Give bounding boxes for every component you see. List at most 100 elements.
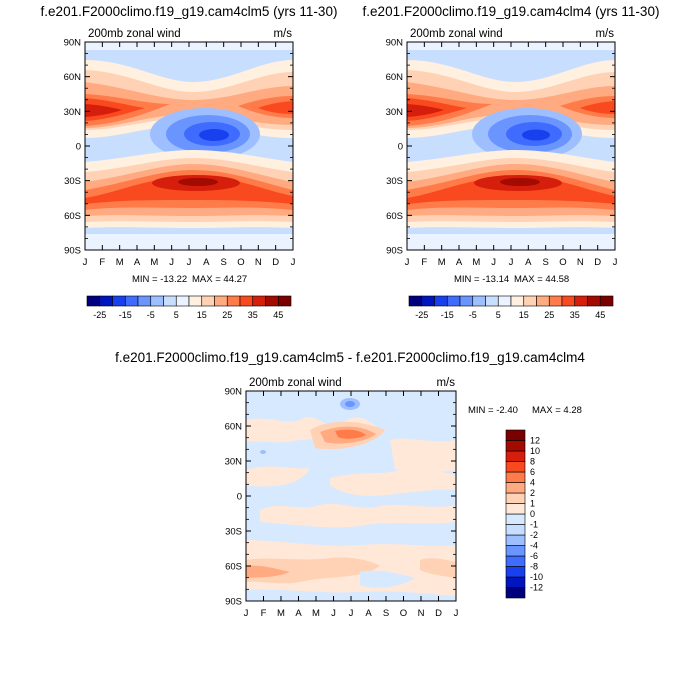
colorbar-swatch bbox=[505, 461, 526, 473]
panel-units-label: m/s bbox=[273, 28, 292, 40]
x-tick-label: A bbox=[365, 608, 372, 619]
colorbar-swatch bbox=[163, 295, 177, 307]
colorbar-label: -1 bbox=[530, 520, 538, 530]
colorbar-label: 2 bbox=[530, 488, 535, 498]
colorbar-label: -5 bbox=[147, 310, 155, 320]
y-tick-label: 60S bbox=[386, 211, 403, 222]
min-value: MIN = -13.14 bbox=[454, 274, 509, 285]
y-tick-label: 30N bbox=[386, 107, 404, 118]
contour-patch bbox=[330, 468, 456, 496]
y-tick-label: 90S bbox=[64, 246, 81, 257]
x-tick-label: D bbox=[594, 257, 601, 268]
y-tick-label: 0 bbox=[237, 492, 242, 503]
x-tick-label: O bbox=[400, 608, 407, 619]
x-tick-label: J bbox=[613, 257, 618, 268]
x-tick-label: J bbox=[491, 257, 496, 268]
max-value: MAX = 44.58 bbox=[514, 274, 569, 285]
contour-patch bbox=[246, 557, 380, 584]
x-tick-label: J bbox=[331, 608, 336, 619]
x-tick-label: A bbox=[295, 608, 302, 619]
contour-patch bbox=[335, 429, 366, 439]
contour-patch bbox=[360, 570, 415, 588]
x-tick-label: S bbox=[383, 608, 389, 619]
colorbar-swatch bbox=[277, 295, 292, 307]
panel-left-label: 200mb zonal wind bbox=[410, 28, 503, 40]
x-tick-label: O bbox=[237, 257, 244, 268]
colorbar-label: 12 bbox=[530, 436, 540, 446]
colorbar-label: 1 bbox=[530, 499, 535, 509]
colorbar-swatch bbox=[505, 482, 526, 494]
max-value: MAX = 4.28 bbox=[532, 405, 582, 416]
colorbar-swatch bbox=[86, 295, 101, 307]
colorbar-swatch bbox=[561, 295, 576, 307]
min-value: MIN = -13.22 bbox=[132, 274, 187, 285]
contour-patch bbox=[580, 101, 615, 114]
x-tick-label: N bbox=[418, 608, 425, 619]
colorbar-swatch bbox=[505, 503, 526, 515]
x-tick-label: J bbox=[291, 257, 296, 268]
colorbar-label: 10 bbox=[530, 446, 540, 456]
colorbar-swatch bbox=[505, 513, 526, 525]
colorbar-label: -15 bbox=[119, 310, 132, 320]
colorbar-swatch bbox=[485, 295, 499, 307]
panel-title: f.e201.F2000climo.f19_g19.cam4clm5 (yrs … bbox=[41, 4, 338, 19]
y-tick-label: 30N bbox=[225, 457, 243, 468]
x-tick-label: S bbox=[220, 257, 226, 268]
colorbar-swatch bbox=[523, 295, 537, 307]
x-tick-label: A bbox=[134, 257, 141, 268]
colorbar-swatch bbox=[124, 295, 139, 307]
colorbar-label: 4 bbox=[530, 478, 535, 488]
max-value: MAX = 44.27 bbox=[192, 274, 247, 285]
min-value: MIN = -2.40 bbox=[468, 405, 518, 416]
y-tick-label: 90N bbox=[64, 38, 82, 49]
panel-title: f.e201.F2000climo.f19_g19.cam4clm5 - f.e… bbox=[115, 350, 585, 365]
colorbar-label: 5 bbox=[174, 310, 179, 320]
colorbar-label: 25 bbox=[544, 310, 554, 320]
colorbar-swatch bbox=[505, 534, 526, 546]
contour-field bbox=[246, 391, 456, 601]
x-tick-label: J bbox=[509, 257, 514, 268]
x-tick-label: J bbox=[454, 608, 459, 619]
x-tick-label: J bbox=[187, 257, 192, 268]
y-tick-label: 30S bbox=[386, 176, 403, 187]
colorbar-swatch bbox=[99, 295, 113, 307]
x-tick-label: M bbox=[116, 257, 124, 268]
contour-patch bbox=[390, 438, 456, 472]
colorbar-swatch bbox=[548, 295, 563, 307]
contour-patch bbox=[178, 178, 218, 186]
colorbar-label: 15 bbox=[197, 310, 207, 320]
contour-field bbox=[85, 42, 293, 250]
panel-clm5: f.e201.F2000climo.f19_g19.cam4clm5 (yrs … bbox=[41, 4, 338, 285]
y-tick-label: 60N bbox=[225, 422, 243, 433]
contour-patch bbox=[246, 466, 310, 487]
colorbar-swatch bbox=[112, 295, 126, 307]
x-tick-label: F bbox=[421, 257, 427, 268]
x-tick-label: M bbox=[438, 257, 446, 268]
colorbar-swatch bbox=[421, 295, 435, 307]
colorbar-label: -25 bbox=[415, 310, 428, 320]
y-tick-label: 60N bbox=[386, 72, 404, 83]
contour-patch bbox=[258, 101, 293, 114]
y-tick-label: 90N bbox=[386, 38, 404, 49]
colorbar-label: -8 bbox=[530, 562, 538, 572]
colorbar-swatch bbox=[505, 440, 526, 452]
y-tick-label: 60N bbox=[64, 72, 82, 83]
contour-patch bbox=[407, 104, 444, 117]
colorbar-swatch bbox=[446, 295, 461, 307]
contour-patch bbox=[522, 129, 550, 141]
colorbar-swatch bbox=[599, 295, 614, 307]
colorbar-swatch bbox=[505, 576, 526, 588]
x-tick-label: J bbox=[349, 608, 354, 619]
colorbar-swatch bbox=[505, 492, 526, 504]
colorbar-label: 15 bbox=[519, 310, 529, 320]
y-tick-label: 90N bbox=[225, 387, 243, 398]
x-tick-label: F bbox=[261, 608, 267, 619]
panel-clm4: f.e201.F2000climo.f19_g19.cam4clm4 (yrs … bbox=[363, 4, 660, 285]
y-tick-label: 60S bbox=[225, 562, 242, 573]
colorbar-swatch bbox=[505, 471, 526, 483]
colorbar-label: -2 bbox=[530, 530, 538, 540]
y-tick-label: 60S bbox=[64, 211, 81, 222]
colorbar-swatch bbox=[505, 524, 526, 536]
colorbar-swatch bbox=[505, 566, 526, 578]
